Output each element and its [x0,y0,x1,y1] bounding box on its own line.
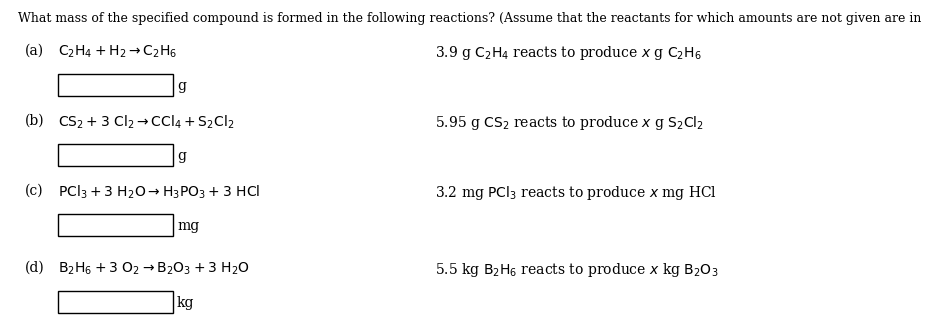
Text: (c): (c) [25,184,43,198]
Text: $\mathrm{B_2H_6 + 3\ O_2 \rightarrow B_2O_3 + 3\ H_2O}$: $\mathrm{B_2H_6 + 3\ O_2 \rightarrow B_2… [58,261,250,277]
Text: What mass of the specified compound is formed in the following reactions? (Assum: What mass of the specified compound is f… [18,12,925,25]
Text: mg: mg [177,219,199,233]
Text: 5.5 kg $\mathrm{B_2H_6}$ reacts to produce $x$ kg $\mathrm{B_2O_3}$: 5.5 kg $\mathrm{B_2H_6}$ reacts to produ… [435,261,719,279]
Text: $\mathrm{C_2H_4 + H_2 \rightarrow C_2H_6}$: $\mathrm{C_2H_4 + H_2 \rightarrow C_2H_6… [58,44,178,60]
Bar [58,214,173,236]
Text: 3.9 g $\mathrm{C_2H_4}$ reacts to produce $x$ g $\mathrm{C_2H_6}$: 3.9 g $\mathrm{C_2H_4}$ reacts to produc… [435,44,701,62]
Text: g: g [177,79,186,93]
Text: kg: kg [177,296,194,310]
Bar [58,74,173,96]
Bar [58,291,173,313]
Text: 3.2 mg $\mathrm{PCl_3}$ reacts to produce $x$ mg HCl: 3.2 mg $\mathrm{PCl_3}$ reacts to produc… [435,184,717,202]
Text: (b): (b) [25,114,44,128]
Text: (a): (a) [25,44,44,58]
Text: $\mathrm{CS_2 + 3\ Cl_2 \rightarrow CCl_4 + S_2Cl_2}$: $\mathrm{CS_2 + 3\ Cl_2 \rightarrow CCl_… [58,114,234,131]
Text: 5.95 g $\mathrm{CS_2}$ reacts to produce $x$ g $\mathrm{S_2Cl_2}$: 5.95 g $\mathrm{CS_2}$ reacts to produce… [435,114,704,132]
Text: $\mathrm{PCl_3 + 3\ H_2O \rightarrow H_3PO_3 + 3\ HCl}$: $\mathrm{PCl_3 + 3\ H_2O \rightarrow H_3… [58,184,260,201]
Bar [58,144,173,166]
Text: (d): (d) [25,261,44,275]
Text: g: g [177,149,186,163]
